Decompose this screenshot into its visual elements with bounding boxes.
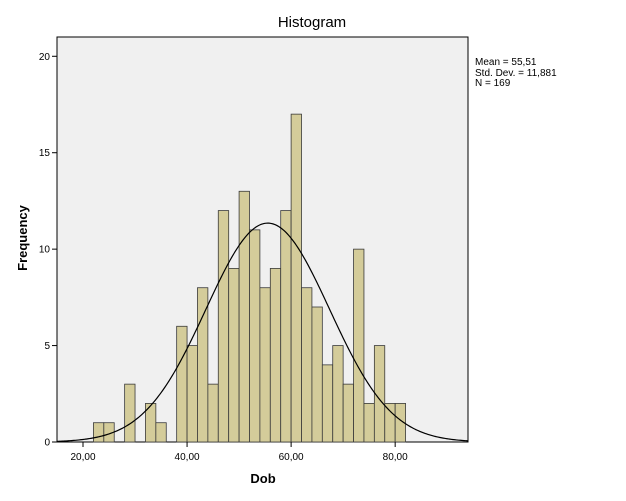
x-axis-label: Dob	[250, 471, 275, 486]
histogram-bar	[290, 113, 302, 443]
bars-group	[93, 113, 406, 443]
stat-std-dev: Std. Dev. = 11,881	[475, 68, 557, 79]
histogram-bar	[186, 345, 198, 443]
y-tick-label: 0	[44, 438, 50, 449]
histogram-bar	[176, 325, 188, 443]
histogram-bar	[363, 403, 375, 443]
y-tick-label: 10	[39, 245, 51, 256]
histogram-bar	[321, 364, 334, 443]
chart-title: Histogram	[278, 14, 346, 31]
histogram-bar	[301, 287, 313, 443]
x-tick-label: 80,00	[383, 452, 408, 463]
y-tick-label: 15	[39, 148, 51, 159]
histogram-bar	[228, 268, 240, 443]
histogram-bar	[332, 345, 344, 443]
y-axis-label: Frequency	[15, 204, 30, 271]
stats-box: Mean = 55,51 Std. Dev. = 11,881 N = 169	[475, 57, 557, 89]
histogram-bar	[93, 422, 105, 443]
histogram-bar	[197, 287, 209, 443]
histogram-bar	[311, 306, 323, 443]
histogram-bar	[238, 190, 250, 443]
x-tick-label: 40,00	[175, 452, 200, 463]
histogram-bar	[155, 422, 167, 443]
histogram-bar	[342, 383, 354, 443]
y-tick-label: 20	[39, 52, 51, 63]
x-axis: 20,00 40,00 60,00 80,00	[70, 442, 408, 463]
stat-mean: Mean = 55,51	[475, 57, 537, 68]
histogram-bar	[217, 210, 230, 443]
histogram-bar	[353, 248, 365, 443]
histogram-bar	[207, 383, 219, 443]
histogram-bar	[259, 287, 271, 443]
stat-n: N = 169	[475, 78, 511, 89]
histogram-bar	[124, 383, 136, 443]
histogram-bar	[249, 229, 261, 443]
y-axis: 0 5 10 15 20	[39, 52, 57, 449]
x-tick-label: 60,00	[279, 452, 304, 463]
histogram-bar	[384, 403, 396, 443]
x-tick-label: 20,00	[70, 452, 95, 463]
histogram-bar	[394, 403, 406, 443]
histogram-bar	[269, 268, 282, 443]
histogram-bar	[280, 210, 292, 443]
y-tick-label: 5	[44, 341, 50, 352]
normal-curve	[56, 222, 469, 442]
histogram-bar	[373, 345, 386, 443]
